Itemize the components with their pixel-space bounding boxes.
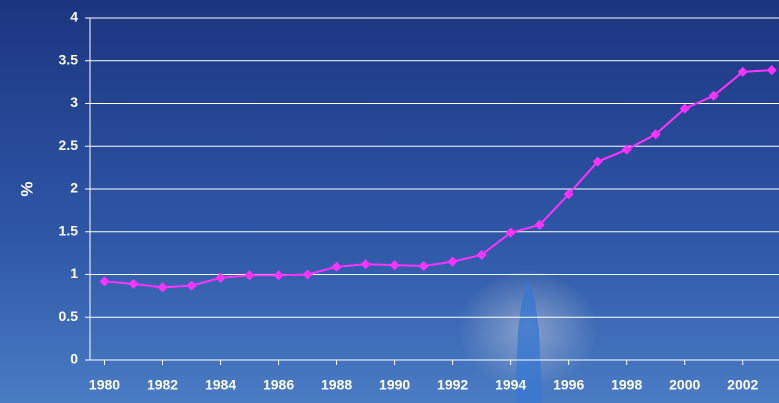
data-point [215,272,226,283]
data-point [99,276,110,287]
x-tick-label: 1990 [379,377,410,393]
data-point [766,65,777,76]
data-point [447,256,458,267]
data-point [389,260,400,271]
x-tick-label: 1992 [437,377,468,393]
y-tick-label: 0.5 [59,308,79,324]
plot-area: 0 0.5 1 1.5 2 2.5 3 3.5 4 1980 1982 1984 1986 1988 199… [59,9,779,393]
data-point [592,156,603,167]
data-point [534,219,545,230]
data-point [273,270,284,281]
y-tick-label: 2.5 [59,137,79,153]
x-tick-label: 2002 [727,377,758,393]
data-point [302,269,313,280]
y-tick-label: 2 [70,180,78,196]
data-point [476,249,487,260]
y-tick-label: 4 [70,9,78,25]
data-point [186,280,197,291]
x-tick-label: 1986 [263,377,294,393]
data-point [128,278,139,289]
data-point [157,282,168,293]
data-point [650,129,661,140]
data-point [563,189,574,200]
data-point [621,144,632,155]
y-tick-label: 0 [70,351,78,367]
data-point [708,90,719,101]
y-tick-label: 1 [70,265,78,281]
x-tick-label: 1996 [553,377,584,393]
x-tick-label: 1980 [89,377,120,393]
x-tick-label: 1998 [611,377,642,393]
data-point [737,66,748,77]
data-point [505,227,516,238]
data-point [244,270,255,281]
data-point [679,103,690,114]
x-tick-label: 1994 [495,377,526,393]
y-axis-label: % [17,181,36,196]
data-line [104,69,772,289]
x-tick-label: 1988 [321,377,352,393]
x-tick-label: 1982 [147,377,178,393]
background-tower [515,280,542,403]
y-tick-label: 3 [70,94,78,110]
data-point [360,259,371,270]
x-tick-label: 2000 [669,377,700,393]
data-point [418,260,429,271]
x-tick-label: 1984 [205,377,236,393]
data-point [331,261,342,272]
y-tick-label: 3.5 [59,51,79,67]
y-tick-label: 1.5 [59,222,79,238]
